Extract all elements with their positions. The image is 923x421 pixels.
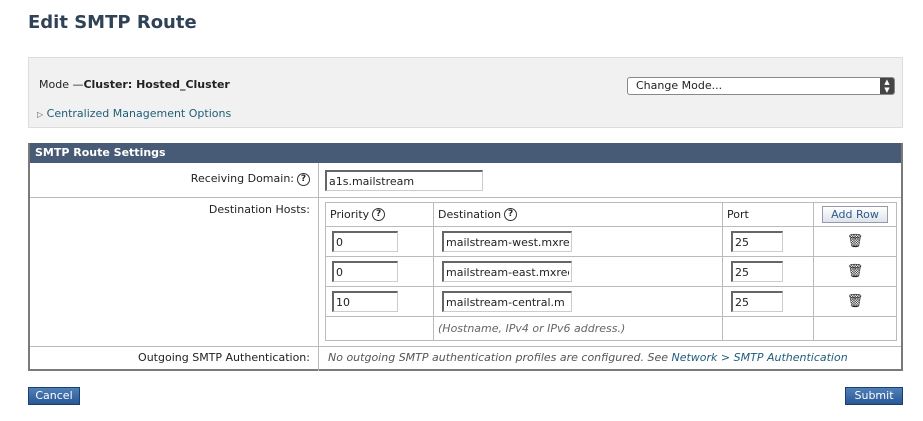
mode-label: Mode — bbox=[39, 78, 84, 91]
priority-input[interactable] bbox=[332, 231, 398, 252]
trash-icon[interactable]: 🗑 bbox=[846, 234, 864, 249]
receiving-domain-input[interactable] bbox=[325, 170, 483, 191]
destination-hosts-table: Priority? Destination? Port Add Row 🗑 🗑 … bbox=[325, 202, 897, 341]
submit-button[interactable]: Submit bbox=[845, 387, 903, 405]
mode-value: Cluster: Hosted_Cluster bbox=[83, 78, 230, 91]
priority-input[interactable] bbox=[332, 261, 398, 282]
port-input[interactable] bbox=[731, 231, 783, 252]
select-arrows-icon: ▲ ▼ bbox=[880, 78, 894, 94]
cancel-button[interactable]: Cancel bbox=[28, 387, 80, 405]
centralized-options-link[interactable]: Centralized Management Options bbox=[46, 107, 232, 120]
destination-hosts-label: Destination Hosts: bbox=[208, 203, 310, 216]
settings-header: SMTP Route Settings bbox=[30, 143, 901, 163]
table-row: 🗑 bbox=[325, 286, 897, 317]
help-icon[interactable]: ? bbox=[372, 208, 386, 222]
centralized-options-toggle[interactable]: ▷ Centralized Management Options bbox=[37, 107, 231, 120]
port-input[interactable] bbox=[731, 261, 783, 282]
add-row-button[interactable]: Add Row bbox=[822, 206, 888, 223]
priority-header: Priority? bbox=[325, 202, 434, 227]
table-row: 🗑 bbox=[325, 256, 897, 287]
change-mode-select[interactable]: Change Mode... ▲ ▼ bbox=[627, 77, 895, 95]
trash-icon[interactable]: 🗑 bbox=[846, 264, 864, 279]
destination-header: Destination? bbox=[433, 202, 723, 227]
destination-input[interactable] bbox=[442, 291, 572, 312]
destination-input[interactable] bbox=[442, 231, 572, 252]
trash-icon[interactable]: 🗑 bbox=[846, 294, 864, 309]
priority-input[interactable] bbox=[332, 291, 398, 312]
change-mode-value: Change Mode... bbox=[636, 79, 723, 92]
destination-hint: (Hostname, IPv4 or IPv6 address.) bbox=[433, 316, 723, 341]
outgoing-auth-text: No outgoing SMTP authentication profiles… bbox=[328, 351, 848, 364]
help-icon[interactable]: ? bbox=[297, 172, 310, 186]
smtp-route-settings: SMTP Route Settings Receiving Domain:? D… bbox=[28, 143, 903, 371]
port-input[interactable] bbox=[731, 291, 783, 312]
mode-text: Mode —Cluster: Hosted_Cluster bbox=[39, 78, 230, 91]
outgoing-auth-label: Outgoing SMTP Authentication: bbox=[138, 351, 310, 364]
triangle-right-icon: ▷ bbox=[37, 110, 44, 119]
help-icon[interactable]: ? bbox=[504, 208, 518, 222]
receiving-domain-label: Receiving Domain:? bbox=[30, 172, 318, 186]
destination-input[interactable] bbox=[442, 261, 572, 282]
table-row: 🗑 bbox=[325, 226, 897, 257]
page-title: Edit SMTP Route bbox=[28, 12, 197, 33]
port-header: Port bbox=[722, 202, 814, 227]
smtp-authentication-link[interactable]: Network > SMTP Authentication bbox=[671, 351, 848, 364]
